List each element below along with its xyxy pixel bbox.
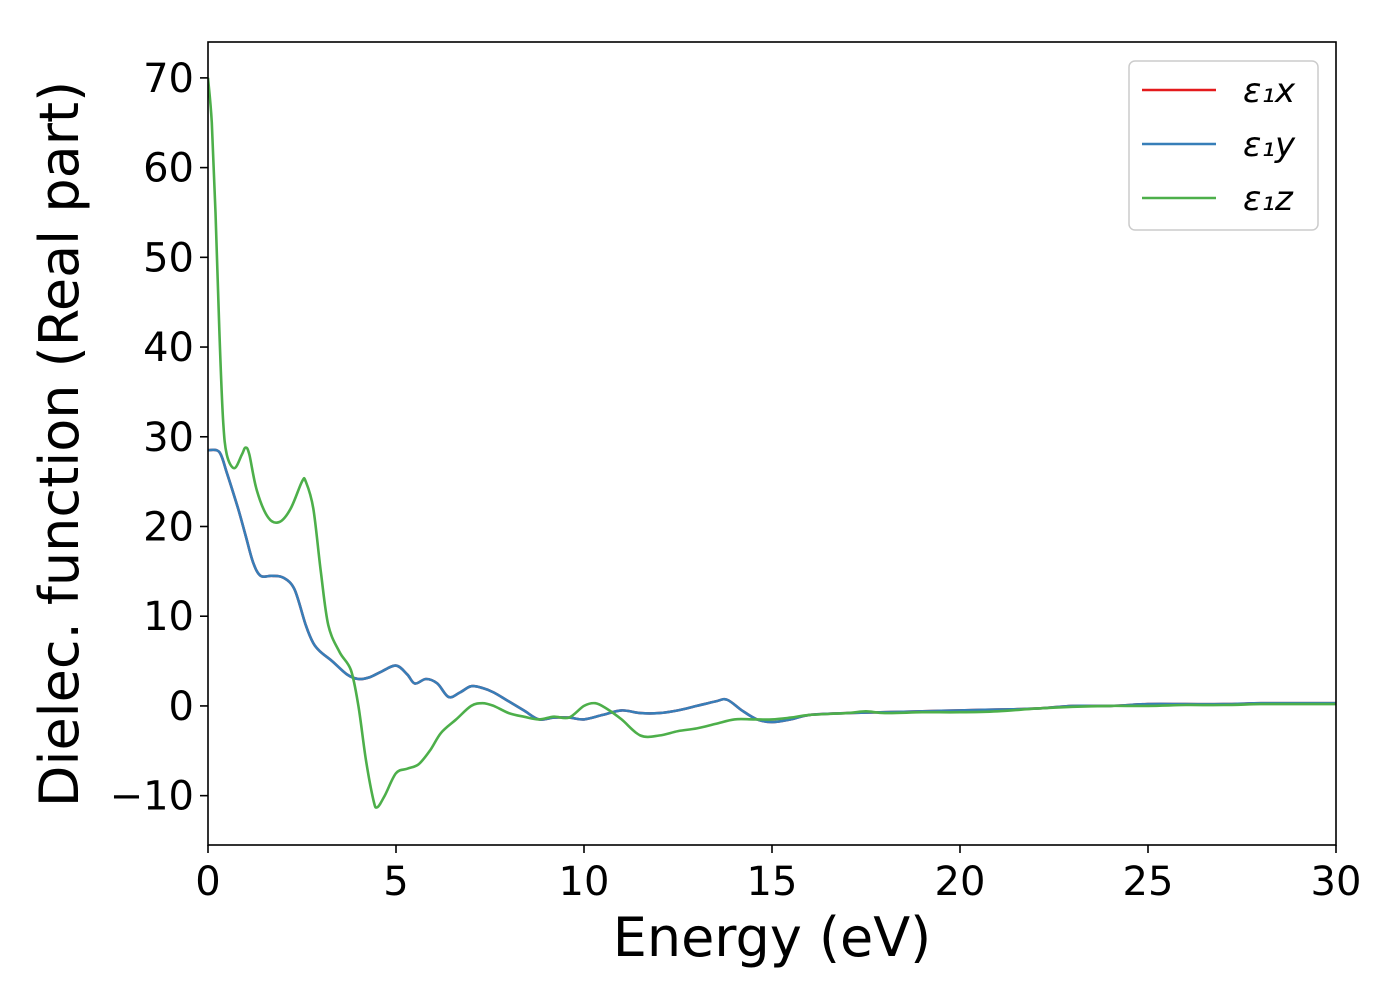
y-tick-label: 10 bbox=[143, 594, 194, 640]
x-tick-label: 25 bbox=[1123, 859, 1174, 905]
x-tick-label: 30 bbox=[1311, 859, 1362, 905]
x-tick-label: 0 bbox=[195, 859, 220, 905]
x-tick-label: 15 bbox=[747, 859, 798, 905]
legend-label: ε₁z bbox=[1243, 179, 1294, 219]
x-tick-label: 10 bbox=[559, 859, 610, 905]
y-axis-title: Dielec. function (Real part) bbox=[28, 81, 91, 807]
x-tick-label: 20 bbox=[935, 859, 986, 905]
legend-label: ε₁y bbox=[1243, 125, 1296, 165]
y-tick-label: 50 bbox=[143, 235, 194, 281]
x-axis: 0 5 10 15 20 25 30 bbox=[195, 845, 1361, 905]
series-layer bbox=[208, 77, 1336, 809]
y-tick-label: 30 bbox=[143, 415, 194, 461]
x-tick-label: 5 bbox=[383, 859, 408, 905]
x-axis-title: Energy (eV) bbox=[613, 906, 932, 969]
series-line-3 bbox=[208, 77, 1336, 809]
y-tick-label: 70 bbox=[143, 56, 194, 102]
y-axis: −10 0 10 20 30 40 50 60 70 bbox=[110, 56, 208, 820]
y-tick-label: 60 bbox=[143, 146, 194, 192]
legend: ε₁x ε₁y ε₁z bbox=[1128, 60, 1319, 231]
y-tick-label: 40 bbox=[143, 325, 194, 371]
y-tick-label: 0 bbox=[169, 684, 194, 730]
y-tick-label: −10 bbox=[110, 774, 194, 820]
legend-frame bbox=[1128, 60, 1319, 231]
y-tick-label: 20 bbox=[143, 504, 194, 550]
legend-label: ε₁x bbox=[1243, 71, 1296, 111]
